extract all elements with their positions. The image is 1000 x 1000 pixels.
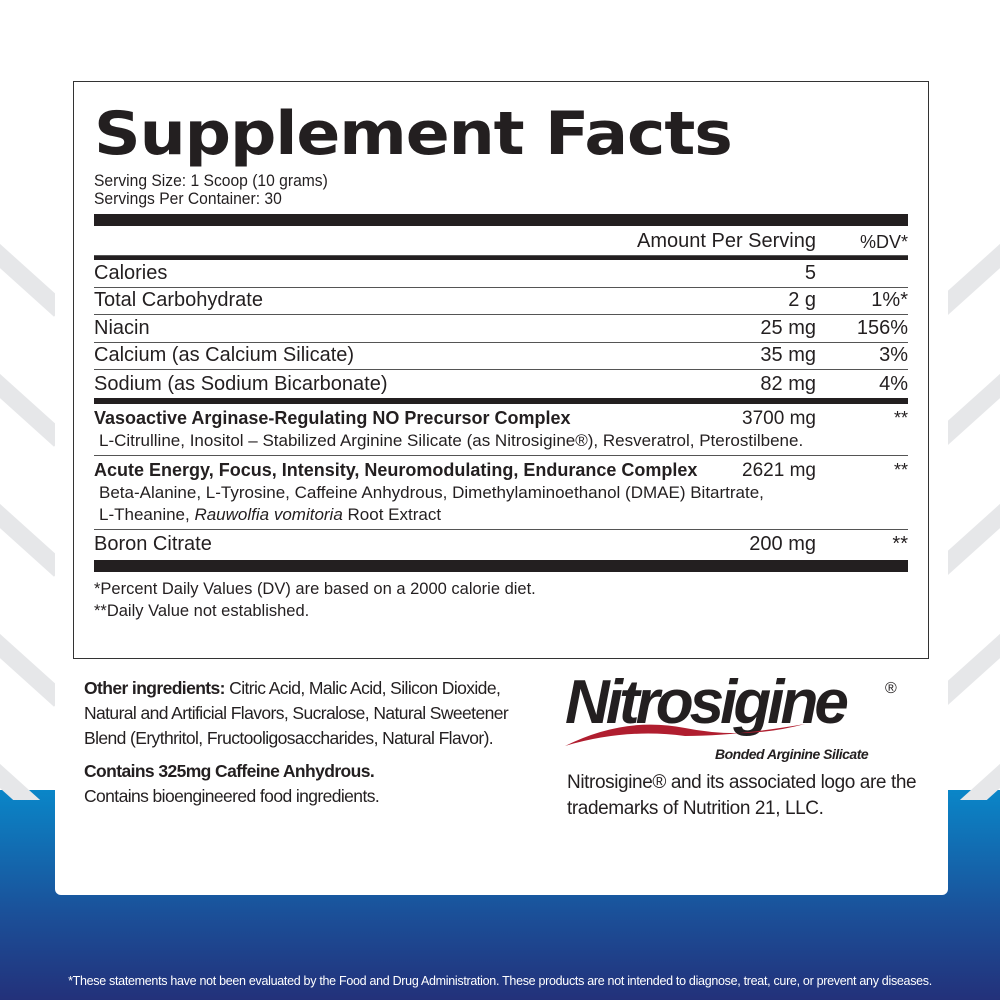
footnotes: *Percent Daily Values (DV) are based on …	[94, 578, 908, 622]
complex-amount: 3700 mg	[742, 407, 816, 429]
page-title: Supplement Facts	[94, 99, 733, 169]
complex-ingredients: Beta-Alanine, L-Tyrosine, Caffeine Anhyd…	[99, 482, 764, 502]
nutrient-amount: 5	[804, 261, 816, 284]
nutrient-amount: 35 mg	[760, 344, 816, 366]
nutrient-dv: **	[892, 532, 908, 555]
nutrient-name: Total Carbohydrate	[94, 289, 263, 311]
complex-name: Vasoactive Arginase-Regulating NO Precur…	[94, 407, 571, 428]
other-label: Other ingredients:	[84, 678, 225, 698]
nutrient-name: Calcium (as Calcium Silicate)	[94, 344, 355, 366]
ingredient-text: L-Theanine,	[99, 504, 195, 524]
caffeine-note: Contains 325mg Caffeine Anhydrous.	[84, 761, 375, 781]
nutrient-dv: 1%*	[871, 289, 908, 311]
fda-disclaimer: *These statements have not been evaluate…	[68, 974, 932, 988]
footnote: *Percent Daily Values (DV) are based on …	[94, 579, 536, 598]
serving-size: Serving Size: 1 Scoop (10 grams)	[94, 171, 328, 190]
boron-row: Boron Citrate 200 mg **	[94, 530, 908, 558]
nutrient-amount: 200 mg	[749, 532, 816, 555]
complex-dv: **	[893, 407, 908, 428]
nutrient-row: Niacin 25 mg 156%	[94, 315, 908, 343]
logo-text: Nitrosigine	[565, 668, 849, 737]
chevron-pattern-left	[0, 243, 60, 800]
nutrient-name: Sodium (as Sodium Bicarbonate)	[94, 372, 388, 395]
nutrient-amount: 25 mg	[760, 316, 816, 339]
trademark-line: Nitrosigine® and its associated logo are…	[567, 772, 917, 793]
nutrient-name: Boron Citrate	[94, 532, 212, 555]
complex-amount: 2621 mg	[742, 459, 816, 481]
nutrient-dv: 3%	[879, 344, 908, 366]
other-ingredients: Other ingredients: Citric Acid, Malic Ac…	[84, 676, 534, 809]
footnote: **Daily Value not established.	[94, 601, 310, 620]
chevron-pattern-right	[940, 243, 1000, 800]
complex-dv: **	[893, 459, 908, 480]
nutrient-row: Sodium (as Sodium Bicarbonate) 82 mg 4%	[94, 370, 908, 398]
logo-swoosh	[565, 724, 805, 746]
logo-tagline: Bonded Arginine Silicate	[715, 746, 869, 762]
divider	[94, 397, 908, 404]
nutrient-dv: 156%	[856, 316, 908, 339]
complex-row: Vasoactive Arginase-Regulating NO Precur…	[94, 404, 908, 456]
nitrosigine-logo: Nitrosigine ® Bonded Arginine Silicate	[565, 668, 905, 768]
ingredient-text: Root Extract	[342, 504, 442, 524]
nutrient-amount: 2 g	[788, 289, 816, 311]
divider	[94, 214, 908, 226]
complex-ingredients: L-Citrulline, Inositol – Stabilized Argi…	[99, 430, 804, 450]
trademark-note: Nitrosigine® and its associated logo are…	[567, 770, 917, 822]
complex-row: Acute Energy, Focus, Intensity, Neuromod…	[94, 456, 908, 530]
divider	[94, 256, 908, 260]
nutrient-dv: 4%	[879, 372, 908, 395]
complex-name: Acute Energy, Focus, Intensity, Neuromod…	[94, 459, 698, 480]
table-header: Amount Per Serving %DV*	[94, 226, 908, 256]
nutrient-row: Calcium (as Calcium Silicate) 35 mg 3%	[94, 343, 908, 370]
supplement-facts-box: Supplement Facts Serving Size: 1 Scoop (…	[73, 81, 929, 659]
complex-ingredients-2: L-Theanine, Rauwolfia vomitoria Root Ext…	[94, 504, 908, 526]
nutrient-name: Niacin	[94, 316, 150, 339]
trademark-line: trademarks of Nutrition 21, LLC.	[567, 798, 824, 819]
label-panel	[55, 0, 948, 895]
nutrient-row: Total Carbohydrate 2 g 1%*	[94, 288, 908, 315]
dv-header: %DV*	[859, 232, 908, 252]
nutrient-name: Calories	[94, 261, 168, 284]
divider	[94, 559, 908, 572]
amount-header: Amount Per Serving	[637, 230, 816, 252]
other-text: Citric Acid, Malic Acid, Silicon Dioxide…	[84, 678, 509, 748]
logo-reg: ®	[885, 680, 897, 697]
ingredient-italic: Rauwolfia vomitoria	[194, 504, 343, 524]
nutrient-amount: 82 mg	[760, 372, 816, 395]
bioengineered-note: Contains bioengineered food ingredients.	[84, 786, 380, 806]
nutrient-row: Calories 5	[94, 260, 908, 288]
servings-per-container: Servings Per Container: 30	[94, 189, 282, 208]
